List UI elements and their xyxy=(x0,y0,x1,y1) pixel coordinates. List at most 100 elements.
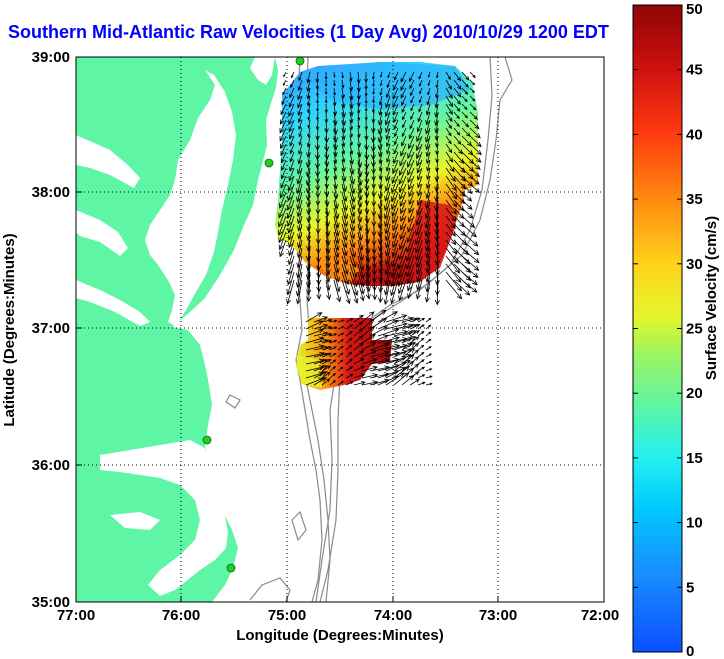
velocity-arrow xyxy=(337,366,344,372)
velocity-arrow xyxy=(390,263,399,288)
velocity-arrow xyxy=(341,239,348,257)
velocity-arrow xyxy=(461,71,470,81)
velocity-arrow xyxy=(434,247,440,266)
velocity-arrow xyxy=(345,358,353,365)
velocity-arrow xyxy=(324,159,330,175)
x-tick-label: 75:00 xyxy=(268,607,306,624)
velocity-arrow xyxy=(361,318,375,330)
velocity-arrow xyxy=(393,323,414,330)
velocity-arrow xyxy=(398,175,407,193)
velocity-arrow xyxy=(461,111,469,119)
velocity-arrow xyxy=(364,199,370,215)
velocity-arrow xyxy=(288,119,295,133)
velocity-arrow xyxy=(324,191,330,207)
velocity-arrow xyxy=(364,207,370,224)
velocity-arrow xyxy=(288,167,295,182)
velocity-arrow xyxy=(416,263,423,283)
velocity-arrow xyxy=(313,377,327,386)
velocity-arrow xyxy=(385,372,405,386)
velocity-arrow xyxy=(402,111,407,121)
velocity-arrow xyxy=(287,207,295,227)
velocity-arrow xyxy=(349,263,358,288)
velocity-arrow xyxy=(357,111,361,122)
velocity-arrow xyxy=(349,135,354,146)
velocity-arrow xyxy=(415,215,423,236)
velocity-arrow xyxy=(289,159,295,172)
velocity-arrow xyxy=(426,95,431,106)
velocity-arrow xyxy=(279,135,287,150)
velocity-arrow xyxy=(286,271,295,296)
velocity-arrow xyxy=(337,339,344,344)
velocity-arrow xyxy=(372,87,375,96)
velocity-arrow xyxy=(392,231,399,249)
velocity-arrow xyxy=(333,279,342,303)
velocity-arrow xyxy=(357,271,365,295)
velocity-arrow xyxy=(287,183,295,202)
velocity-arrow xyxy=(461,95,468,103)
velocity-arrow xyxy=(453,279,471,296)
velocity-arrow xyxy=(364,175,370,192)
velocity-arrow xyxy=(286,199,295,220)
velocity-arrow xyxy=(329,366,337,372)
velocity-arrow xyxy=(419,87,423,95)
velocity-arrow xyxy=(369,365,391,372)
velocity-arrow xyxy=(378,103,383,116)
velocity-arrow xyxy=(333,79,336,87)
velocity-arrow xyxy=(453,191,465,205)
velocity-arrow xyxy=(469,95,476,102)
velocity-arrow xyxy=(313,316,329,323)
velocity-arrow xyxy=(369,334,389,344)
velocity-arrow xyxy=(384,175,391,192)
velocity-arrow xyxy=(315,87,320,97)
velocity-arrow xyxy=(341,223,348,242)
velocity-arrow xyxy=(414,231,423,254)
velocity-arrow xyxy=(341,199,349,220)
velocity-arrow xyxy=(364,143,370,161)
velocity-arrow xyxy=(392,95,399,109)
velocity-arrow xyxy=(315,71,320,83)
velocity-arrows xyxy=(278,71,482,386)
velocity-arrow xyxy=(364,167,370,185)
velocity-arrow xyxy=(298,127,303,138)
velocity-arrow xyxy=(289,135,295,147)
velocity-arrow xyxy=(409,79,415,90)
velocity-arrow xyxy=(325,231,331,255)
velocity-arrow xyxy=(393,119,399,130)
velocity-arrow xyxy=(453,175,467,190)
velocity-arrow xyxy=(324,143,330,161)
velocity-arrow xyxy=(392,87,399,100)
velocity-arrow xyxy=(324,151,330,168)
velocity-arrow xyxy=(469,119,480,130)
velocity-arrow xyxy=(425,375,433,379)
velocity-arrow xyxy=(425,135,431,151)
velocity-arrow xyxy=(393,127,399,138)
velocity-arrow xyxy=(425,143,431,158)
velocity-arrow xyxy=(365,239,371,263)
velocity-arrow xyxy=(415,239,423,261)
velocity-arrow xyxy=(291,71,295,79)
velocity-arrow xyxy=(324,167,330,182)
velocity-arrow xyxy=(417,381,426,386)
velocity-arrow xyxy=(369,342,390,351)
velocity-arrow xyxy=(405,239,415,262)
velocity-arrow xyxy=(297,111,303,124)
velocity-arrow xyxy=(316,95,320,105)
velocity-arrow xyxy=(385,337,409,344)
velocity-arrow xyxy=(378,271,384,293)
velocity-arrow xyxy=(399,183,407,201)
velocity-arrow xyxy=(364,103,368,113)
velocity-arrow xyxy=(469,87,475,94)
y-tick-label: 37:00 xyxy=(32,320,70,337)
velocity-arrow xyxy=(385,119,391,134)
velocity-arrow xyxy=(296,183,303,203)
velocity-arrow xyxy=(341,71,344,79)
velocity-arrow xyxy=(370,143,376,161)
velocity-arrow xyxy=(307,119,311,129)
velocity-arrow xyxy=(461,215,476,229)
velocity-arrow xyxy=(364,151,370,170)
velocity-arrow xyxy=(298,119,303,131)
velocity-arrow xyxy=(365,279,371,300)
velocity-arrow xyxy=(297,79,303,92)
velocity-arrow xyxy=(461,79,469,88)
velocity-arrow xyxy=(357,103,361,114)
